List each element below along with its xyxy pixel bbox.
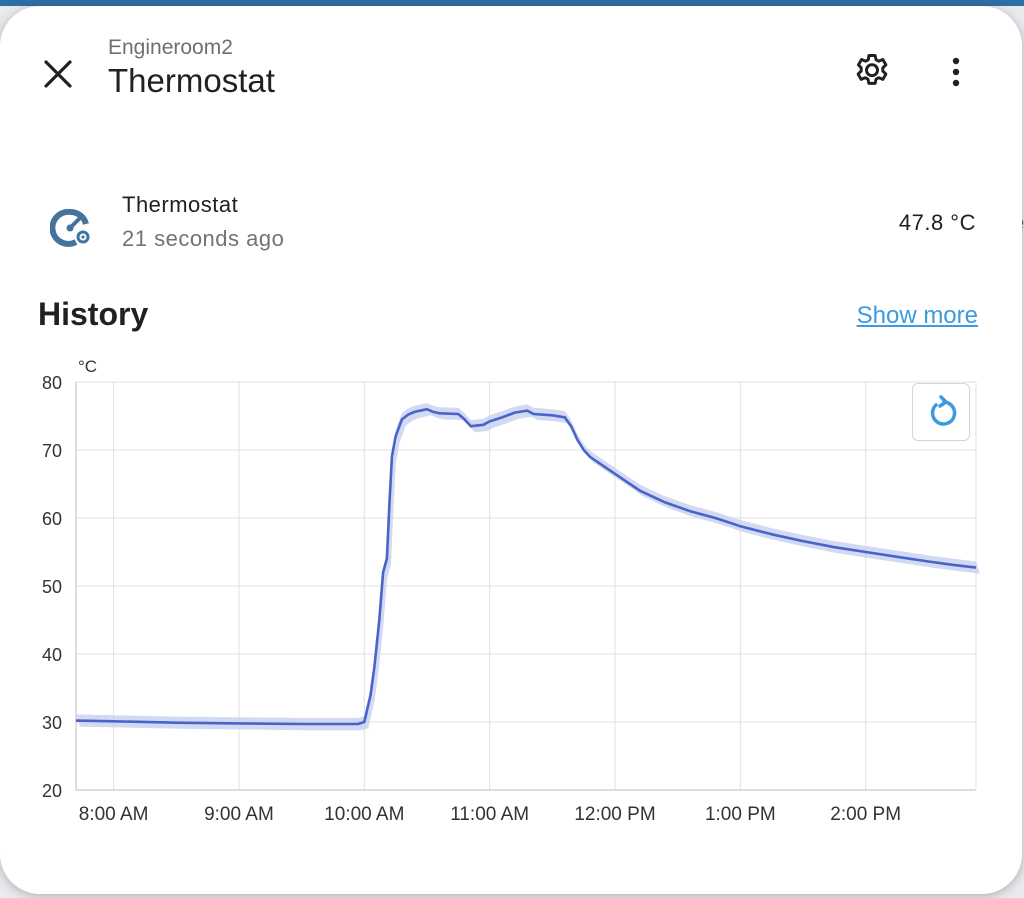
y-axis-unit: °C [78,357,97,376]
entity-name: Thermostat [122,192,239,217]
y-tick-label: 80 [42,373,62,393]
x-tick-label: 2:00 PM [830,804,901,825]
gear-icon [856,54,888,85]
history-heading: History [38,296,149,332]
entity-last-changed: 21 seconds ago [122,226,285,251]
entity-row[interactable]: Thermostat 21 seconds ago 47.8 °C [40,182,990,262]
x-tick-label: 1:00 PM [705,804,776,825]
dialog-title: Thermostat [108,62,275,99]
x-tick-label: 9:00 AM [204,804,274,825]
y-tick-label: 60 [42,509,62,529]
y-tick-label: 70 [42,441,62,461]
x-tick-label: 12:00 PM [574,804,655,825]
x-tick-label: 10:00 AM [324,804,404,825]
y-tick-label: 40 [42,645,62,665]
y-tick-label: 20 [42,781,62,801]
close-button[interactable] [36,52,80,96]
dialog-breadcrumb: Engineroom2 [108,36,233,59]
app-top-bar [0,0,1024,6]
more-options-button[interactable] [934,50,978,94]
entity-state-value: 47.8 °C [898,210,976,235]
reset-zoom-button[interactable] [912,383,970,441]
x-tick-label: 8:00 AM [79,804,149,825]
x-tick-label: 11:00 AM [450,804,529,825]
reset-zoom-icon [930,395,957,426]
show-more-link[interactable]: Show more [856,302,978,329]
settings-button[interactable] [850,50,894,94]
close-icon [44,60,72,88]
history-chart[interactable]: 20 30 40 50 60 70 80 8:00 AM 9:00 AM 10:00 AM 11:0… [0,346,1022,846]
more-info-dialog: Engineroom2 Thermostat Thermostat [0,6,1022,894]
y-tick-label: 30 [42,713,62,733]
series-line [75,407,977,726]
more-vertical-icon [952,57,960,87]
series-minmax-band [76,403,980,731]
y-tick-label: 50 [42,577,62,597]
thermostat-gauge-icon [49,202,98,250]
